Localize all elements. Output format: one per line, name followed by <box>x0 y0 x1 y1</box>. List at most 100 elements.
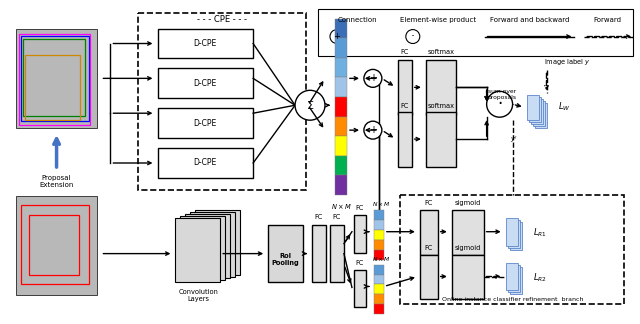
Bar <box>186 214 230 279</box>
Bar <box>20 205 88 284</box>
Bar <box>335 136 347 156</box>
Text: $y'$: $y'$ <box>510 134 517 145</box>
Text: Proposal
Extension: Proposal Extension <box>40 175 74 189</box>
Bar <box>374 274 384 284</box>
Bar <box>452 255 484 299</box>
Text: D-CPE: D-CPE <box>194 39 217 48</box>
Bar <box>400 195 625 304</box>
Bar <box>29 215 79 274</box>
Text: FC: FC <box>356 205 364 211</box>
Text: $L_W$: $L_W$ <box>558 101 571 113</box>
Bar <box>508 220 520 248</box>
Bar <box>374 284 384 295</box>
Text: $\Sigma$: $\Sigma$ <box>306 99 314 111</box>
Circle shape <box>295 90 325 120</box>
Bar <box>335 38 347 58</box>
Text: Online instance classifier refinement  branch: Online instance classifier refinement br… <box>442 297 583 302</box>
Bar <box>532 101 545 126</box>
Bar <box>15 29 97 128</box>
Bar <box>374 220 384 230</box>
Circle shape <box>330 29 344 43</box>
Bar <box>509 222 522 249</box>
Text: $N \times M$: $N \times M$ <box>331 202 351 211</box>
Text: D-CPE: D-CPE <box>194 79 217 88</box>
Bar <box>420 210 438 255</box>
Bar <box>420 255 438 299</box>
Bar <box>335 58 347 77</box>
Bar <box>354 270 366 307</box>
Text: Connection: Connection <box>338 17 378 23</box>
Bar <box>330 225 344 283</box>
Text: FC: FC <box>424 245 433 251</box>
Bar <box>158 29 253 58</box>
Circle shape <box>364 121 382 139</box>
Text: RoI
Pooling: RoI Pooling <box>271 253 299 266</box>
Bar <box>506 218 518 246</box>
Text: Convolution
Layers: Convolution Layers <box>179 289 218 302</box>
Text: sum over
proposals: sum over proposals <box>487 89 516 100</box>
Text: FC: FC <box>333 214 341 220</box>
Text: FC: FC <box>401 50 409 55</box>
Bar <box>354 215 366 253</box>
Text: +: + <box>369 73 377 83</box>
Bar <box>508 265 520 293</box>
Bar <box>509 267 522 295</box>
Bar <box>398 112 412 167</box>
Text: Element-wise product: Element-wise product <box>400 17 476 23</box>
Bar <box>22 39 84 116</box>
Text: softmax: softmax <box>428 50 454 55</box>
Bar <box>506 262 518 290</box>
Bar <box>195 210 240 274</box>
Bar <box>534 103 547 128</box>
Bar <box>527 95 538 120</box>
Circle shape <box>486 91 513 117</box>
Text: ·: · <box>497 95 502 113</box>
Text: $N \times M$: $N \times M$ <box>372 200 391 208</box>
Text: Image label $y$: Image label $y$ <box>544 57 591 67</box>
Text: $L_{R2}$: $L_{R2}$ <box>532 271 547 284</box>
Text: FC: FC <box>424 200 433 206</box>
Bar <box>374 304 384 314</box>
Text: Forward: Forward <box>593 17 621 23</box>
Text: sigmoid: sigmoid <box>454 245 481 251</box>
Text: FC: FC <box>401 103 409 109</box>
Bar <box>335 97 347 117</box>
Bar <box>25 55 79 120</box>
Bar <box>138 13 306 190</box>
Bar <box>268 225 303 283</box>
Bar <box>531 99 543 124</box>
Bar <box>426 61 456 115</box>
Bar <box>312 225 326 283</box>
Bar <box>318 9 634 56</box>
Text: ·: · <box>411 30 415 43</box>
Bar <box>374 295 384 304</box>
Bar <box>175 218 220 283</box>
Circle shape <box>364 69 382 87</box>
Text: FC: FC <box>315 214 323 220</box>
Bar <box>335 77 347 97</box>
Bar <box>529 97 541 122</box>
Text: $N \times M$: $N \times M$ <box>372 255 391 262</box>
Bar <box>15 196 97 295</box>
Text: $L_{R1}$: $L_{R1}$ <box>532 226 547 239</box>
Text: D-CPE: D-CPE <box>194 119 217 128</box>
Bar <box>374 265 384 274</box>
Bar <box>335 18 347 38</box>
Text: D-CPE: D-CPE <box>194 158 217 168</box>
Bar <box>20 36 88 121</box>
Bar <box>158 148 253 178</box>
Text: +: + <box>369 125 377 135</box>
Bar <box>374 230 384 240</box>
Bar <box>335 175 347 195</box>
Text: Forward and backward: Forward and backward <box>490 17 569 23</box>
Text: sigmoid: sigmoid <box>454 200 481 206</box>
Bar <box>374 210 384 220</box>
Bar <box>19 34 90 125</box>
Text: FC: FC <box>356 260 364 266</box>
Bar <box>374 240 384 249</box>
Bar <box>158 68 253 98</box>
Bar <box>374 249 384 260</box>
Bar <box>180 216 225 281</box>
Bar <box>190 212 235 276</box>
Bar <box>335 117 347 136</box>
